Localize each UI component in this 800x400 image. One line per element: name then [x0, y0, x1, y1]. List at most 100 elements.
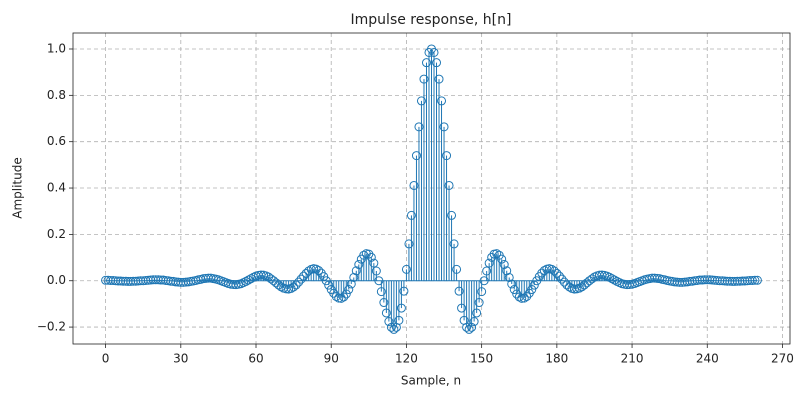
stem-marker: [752, 275, 762, 285]
stem-marker: [549, 266, 559, 276]
stem-marker: [472, 308, 482, 318]
stem-marker: [469, 317, 479, 327]
chart-title: Impulse response, h[n]: [351, 12, 512, 28]
stem-marker: [419, 74, 429, 84]
stem-marker: [432, 58, 442, 68]
stem-marker: [401, 264, 411, 274]
stem-marker: [341, 289, 351, 299]
stem-marker: [479, 276, 489, 286]
stem-marker: [434, 74, 444, 84]
stem-marker: [374, 276, 384, 286]
stem-marker: [351, 266, 361, 276]
stem-marker: [750, 275, 760, 285]
stem-marker: [462, 322, 472, 332]
plot-frame: [72, 32, 791, 345]
x-tick-label: 0: [102, 352, 110, 366]
stem-marker: [492, 249, 502, 259]
stem-marker: [416, 96, 426, 106]
x-tick-label: 60: [248, 352, 263, 366]
stem-marker: [314, 266, 324, 276]
stem-marker: [507, 279, 517, 289]
stem-marker: [389, 324, 399, 334]
stem-marker: [454, 286, 464, 296]
stem-marker: [607, 274, 617, 284]
y-tick-label: −0.2: [37, 320, 66, 334]
stem-marker: [447, 210, 457, 220]
x-tick-label: 180: [545, 352, 568, 366]
stem-marker: [464, 324, 474, 334]
x-axis-label: Sample, n: [401, 374, 461, 388]
y-tick-label: 0.6: [47, 134, 66, 148]
stem-marker: [381, 308, 391, 318]
stem-marker: [296, 274, 306, 284]
stem-marker: [379, 298, 389, 308]
stem-marker: [246, 274, 256, 284]
stem-marker: [467, 322, 477, 332]
stem-marker: [610, 275, 620, 285]
stem-marker: [439, 122, 449, 132]
stem-marker: [386, 322, 396, 332]
stem-marker: [512, 289, 522, 299]
stem-marker: [574, 283, 584, 293]
stem-marker: [421, 58, 431, 68]
stem-marker: [604, 272, 614, 282]
x-tick-label: 30: [173, 352, 188, 366]
stem-marker: [291, 280, 301, 290]
y-axis-label: Amplitude: [11, 157, 25, 219]
stem-marker: [321, 276, 331, 286]
stem-marker: [457, 303, 467, 313]
y-tick-label: 1.0: [47, 41, 66, 55]
stem-marker: [406, 210, 416, 220]
stem-marker: [334, 293, 344, 303]
stem-marker: [404, 239, 414, 249]
stem-marker: [394, 315, 404, 325]
stem-marker: [517, 293, 527, 303]
stem-marker: [354, 260, 364, 270]
stem-marker: [477, 287, 487, 297]
stem-marker: [411, 151, 421, 161]
stem-marker: [396, 303, 406, 313]
stem-marker: [299, 271, 309, 281]
x-tick-label: 210: [621, 352, 644, 366]
stem-marker: [384, 317, 394, 327]
stem-marker: [274, 280, 284, 290]
stem-marker: [484, 258, 494, 268]
stem-marker: [437, 96, 447, 106]
stem-marker: [294, 277, 304, 287]
stem-marker: [502, 266, 512, 276]
x-tick-label: 240: [696, 352, 719, 366]
stem-marker: [504, 272, 514, 282]
stem-marker: [241, 276, 251, 286]
stem-marker: [364, 249, 374, 259]
stem-marker: [329, 288, 339, 298]
stem-marker: [559, 277, 569, 287]
stem-marker: [409, 180, 419, 190]
stem-marker: [509, 285, 519, 295]
stem-marker: [497, 254, 507, 264]
stem-marker: [444, 180, 454, 190]
x-tick-label: 90: [324, 352, 339, 366]
stem-marker: [336, 293, 346, 303]
stem-marker: [324, 280, 334, 290]
stem-marker: [529, 280, 539, 290]
stem-marker: [366, 252, 376, 262]
stem-marker: [522, 291, 532, 301]
stem-marker: [519, 293, 529, 303]
stem-marker: [482, 266, 492, 276]
stem-marker: [747, 276, 757, 286]
x-tick-label: 120: [395, 352, 418, 366]
stem-marker: [552, 268, 562, 278]
y-tick-label: 0.4: [47, 181, 66, 195]
stem-marker: [557, 274, 567, 284]
stem-marker: [243, 275, 253, 285]
stem-marker: [376, 287, 386, 297]
stem-marker: [414, 122, 424, 132]
y-tick-label: 0.2: [47, 227, 66, 241]
stem-marker: [369, 258, 379, 268]
stem-marker: [346, 279, 356, 289]
stem-marker: [527, 285, 537, 295]
stem-marker: [474, 298, 484, 308]
stem-marker: [339, 292, 349, 302]
stem-marker: [554, 271, 564, 281]
x-tick-label: 150: [470, 352, 493, 366]
